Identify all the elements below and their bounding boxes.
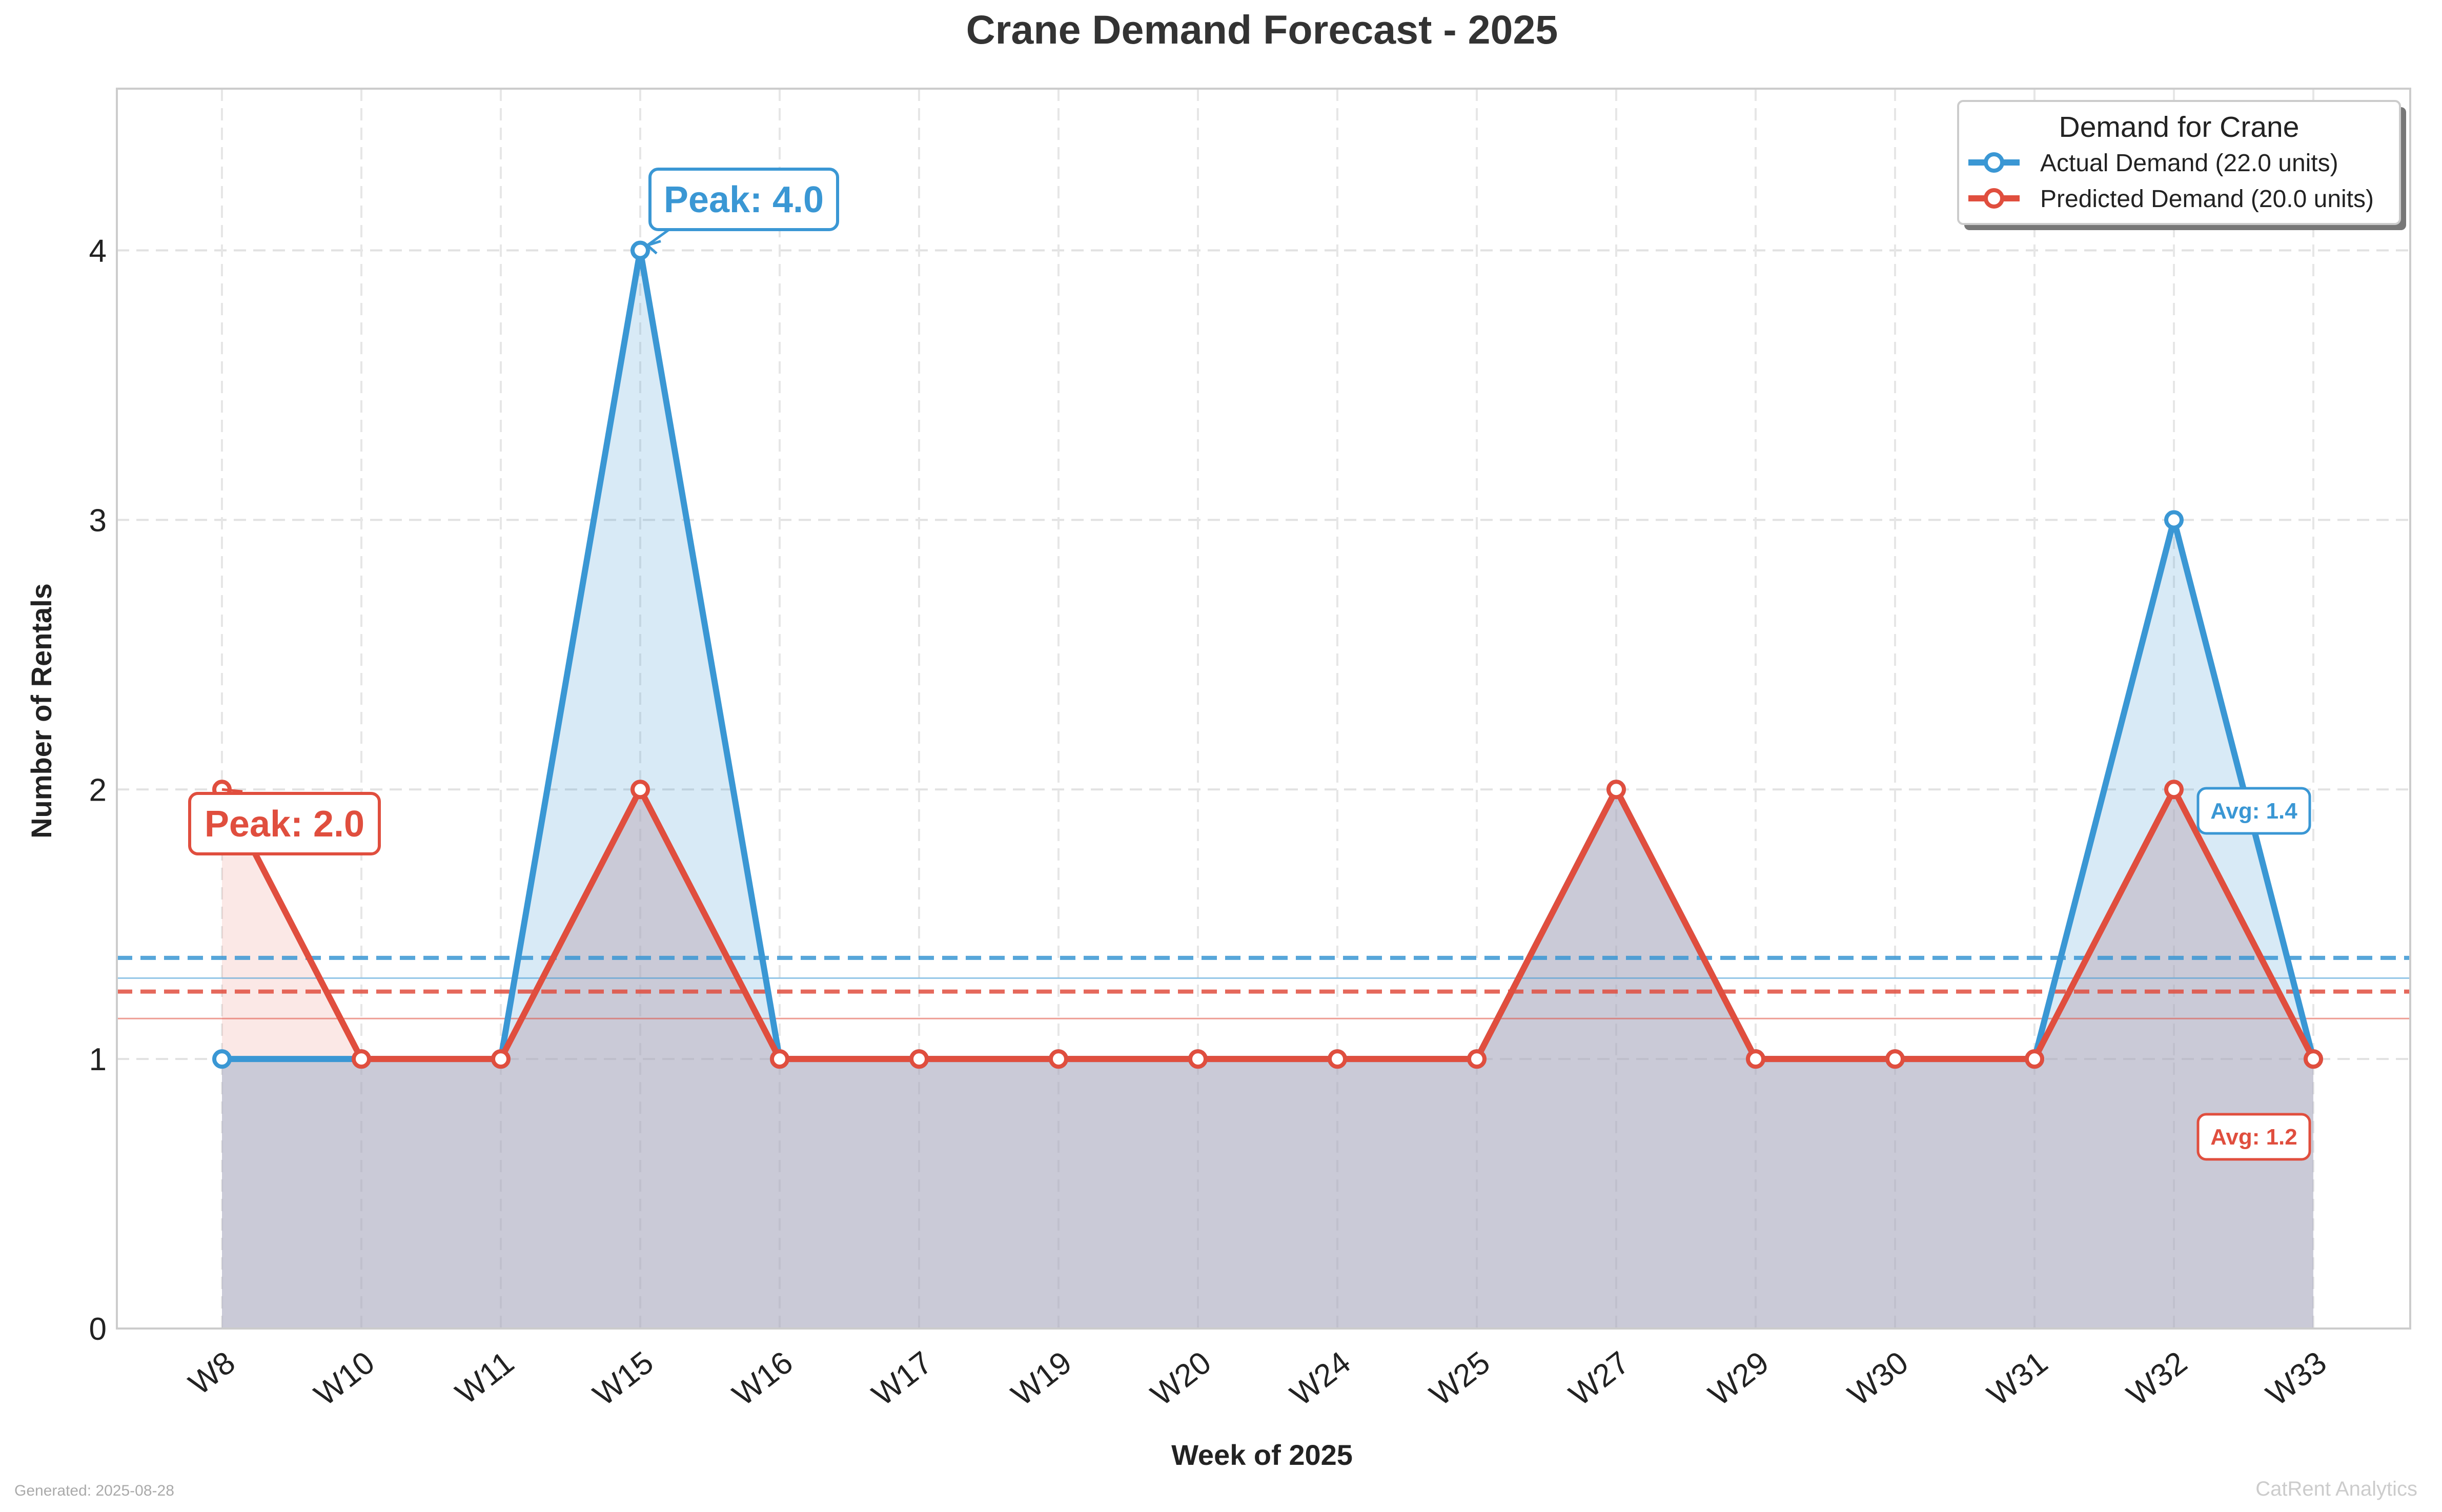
y-tick-label: 1 <box>89 1042 107 1077</box>
x-axis-label: Week of 2025 <box>1171 1439 1353 1471</box>
legend-swatch-marker <box>1984 188 2004 209</box>
avg-label: Avg: 1.4 <box>2210 799 2297 824</box>
data-point <box>2025 1049 2044 1069</box>
legend-entry: Predicted Demand (20.0 units) <box>2040 186 2374 213</box>
data-point <box>1885 1049 1905 1069</box>
legend-box <box>1957 100 2401 225</box>
data-point <box>770 1049 789 1069</box>
data-point <box>1746 1049 1765 1069</box>
data-point <box>1606 780 1626 800</box>
chart-title: Crane Demand Forecast - 2025 <box>966 7 1558 52</box>
y-tick-label: 4 <box>89 234 107 269</box>
avg-box <box>2196 1113 2311 1161</box>
y-tick-label: 0 <box>89 1312 107 1347</box>
plot-frame <box>116 88 2411 1330</box>
peak-box <box>188 792 381 855</box>
data-point <box>352 1049 371 1069</box>
data-point <box>1049 1049 1068 1069</box>
peak-arrow <box>221 788 243 793</box>
avg-annotation-1: Avg: 1.4 <box>2196 787 2311 835</box>
peak-annotation-2: Peak: 2.0 <box>188 792 381 855</box>
peak-arrowhead <box>645 240 661 255</box>
data-point <box>1328 1049 1347 1069</box>
peak-arrow <box>646 227 671 247</box>
avg-label: Avg: 1.2 <box>2210 1125 2297 1150</box>
generated-date: Generated: 2025-08-28 <box>14 1482 174 1499</box>
data-point <box>1188 1049 1208 1069</box>
avg-annotation-2: Avg: 1.2 <box>2196 1113 2311 1161</box>
peak-box <box>648 168 839 231</box>
y-tick-label: 2 <box>89 772 107 808</box>
brand-watermark: CatRent Analytics <box>2255 1478 2417 1500</box>
plot-area <box>117 89 2410 1329</box>
series-line-2 <box>219 786 2316 1063</box>
peak-label: Peak: 4.0 <box>664 179 824 220</box>
y-axis-label: Number of Rentals <box>25 583 57 839</box>
avg-box <box>2196 787 2311 835</box>
data-point <box>2164 780 2184 800</box>
legend-swatch-marker <box>1984 152 2004 173</box>
data-point <box>909 1049 929 1069</box>
data-point <box>630 780 650 800</box>
y-tick-label: 3 <box>89 503 107 538</box>
legend-entry: Actual Demand (22.0 units) <box>2040 150 2338 177</box>
data-point <box>1467 1049 1487 1069</box>
data-point <box>630 240 650 260</box>
peak-label: Peak: 2.0 <box>205 804 364 845</box>
data-point <box>212 1049 232 1069</box>
legend-title: Demand for Crane <box>2059 111 2299 144</box>
peak-annotation-1: Peak: 4.0 <box>645 168 839 255</box>
data-point <box>491 1049 511 1069</box>
data-point <box>2164 510 2184 530</box>
data-point <box>2304 1049 2323 1069</box>
